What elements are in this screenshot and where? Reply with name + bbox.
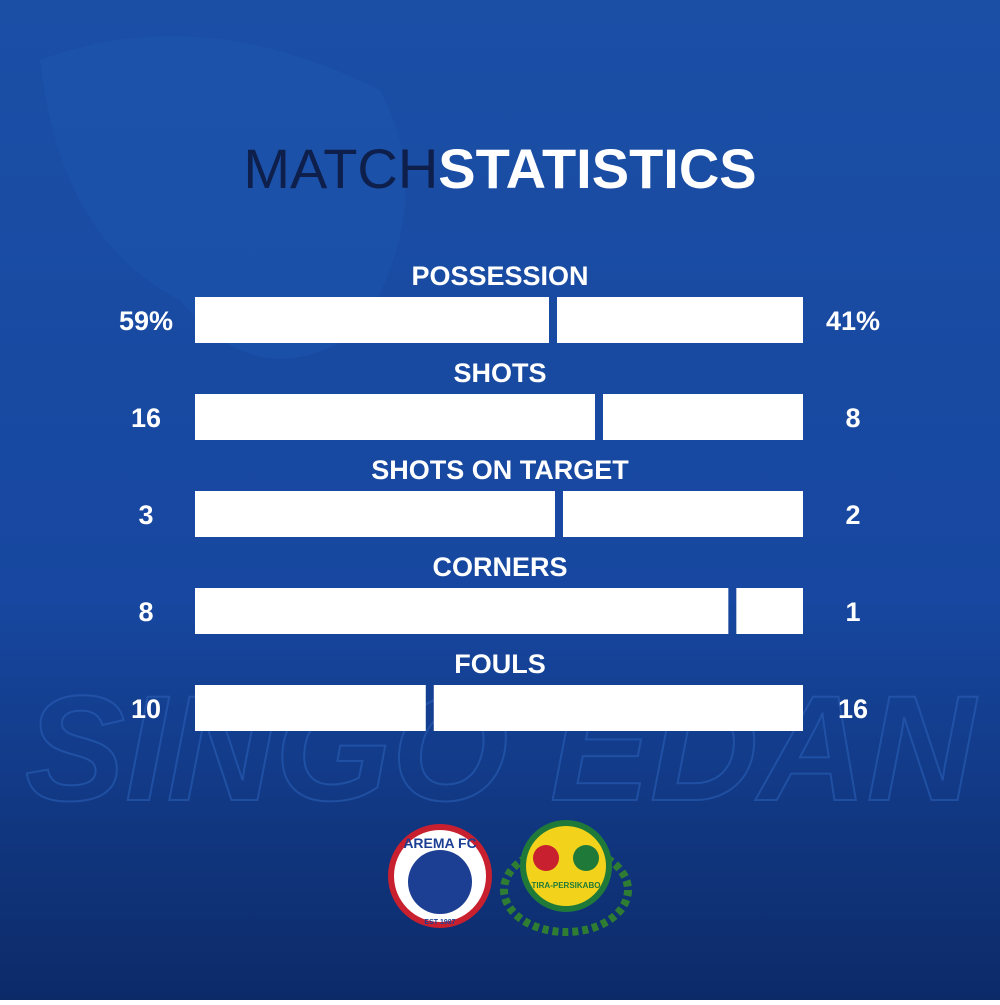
home-value: 59%	[119, 306, 173, 336]
title-bold: STATISTICS	[438, 137, 756, 200]
logo-lion	[408, 850, 472, 914]
home-bar	[195, 297, 549, 343]
home-bar	[195, 491, 555, 537]
home-value: 3	[138, 500, 153, 530]
logo-name: AREMA FC	[403, 835, 476, 851]
logo-name: TIRA-PERSIKABO	[532, 881, 601, 890]
away-logo: TIRA-PERSIKABO	[500, 820, 632, 936]
title: MATCHSTATISTICS	[243, 137, 756, 200]
away-value: 8	[845, 403, 860, 433]
stat-label: SHOTS ON TARGET	[371, 455, 629, 485]
logo-wreath	[500, 844, 632, 936]
away-bar	[603, 394, 803, 440]
home-bar	[195, 394, 595, 440]
stat-label: FOULS	[454, 649, 546, 679]
home-bar	[195, 685, 426, 731]
stats: POSSESSION 59% 41% SHOTS 16 8 SHOTS ON TARGET 3…	[119, 261, 880, 731]
stat-label: POSSESSION	[411, 261, 588, 291]
home-bar	[195, 588, 729, 634]
lion-watermark	[40, 36, 406, 359]
stat-label: SHOTS	[453, 358, 546, 388]
home-logo: AREMA FC EST 1987	[388, 824, 492, 928]
away-bar	[557, 297, 803, 343]
logo-est: EST 1987	[424, 919, 455, 926]
title-light: MATCH	[243, 137, 438, 200]
away-bar	[433, 685, 803, 731]
stat-label: CORNERS	[432, 552, 567, 582]
home-value: 10	[131, 694, 161, 724]
away-bar	[736, 588, 803, 634]
logo-emblem	[533, 845, 559, 871]
home-value: 16	[131, 403, 161, 433]
logo-emblem	[573, 845, 599, 871]
away-value: 1	[845, 597, 860, 627]
away-value: 41%	[826, 306, 880, 336]
away-value: 2	[845, 500, 860, 530]
home-value: 8	[138, 597, 153, 627]
away-bar	[563, 491, 803, 537]
away-value: 16	[838, 694, 868, 724]
